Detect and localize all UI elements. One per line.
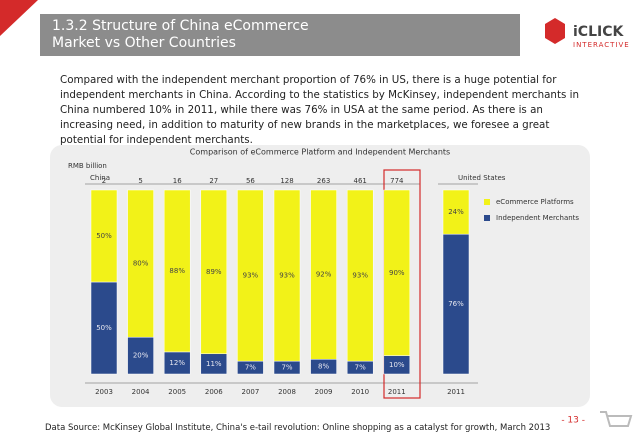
value-label: 8% xyxy=(318,363,329,371)
value-label: 10% xyxy=(389,361,405,369)
bar-segment xyxy=(383,189,411,356)
total-label: 27 xyxy=(209,177,218,185)
bar-segment xyxy=(310,189,337,360)
bar-segment xyxy=(127,336,154,375)
value-label: 12% xyxy=(169,359,185,367)
value-label: 93% xyxy=(243,272,259,280)
value-label: 7% xyxy=(245,364,256,372)
logo: iCLICK xyxy=(573,24,624,40)
bar-segment xyxy=(346,189,374,362)
legend-swatch xyxy=(484,199,490,205)
legend-label: Independent Merchants xyxy=(496,214,579,222)
value-label: 93% xyxy=(352,272,368,280)
total-label: 774 xyxy=(390,177,404,185)
cart-icon xyxy=(600,411,633,427)
value-label: 93% xyxy=(279,272,295,280)
logo-icon xyxy=(545,18,565,44)
y-label: RMB billion xyxy=(68,162,107,170)
x-tick-label: 2004 xyxy=(132,388,150,396)
value-label: 7% xyxy=(281,364,292,372)
total-label: 56 xyxy=(246,177,255,185)
value-label: 90% xyxy=(389,269,405,277)
total-label: 128 xyxy=(280,177,293,185)
bar-segment xyxy=(127,189,154,338)
legend-label: eCommerce Platforms xyxy=(496,198,574,206)
value-label: 92% xyxy=(316,271,332,279)
bar-segment xyxy=(163,189,191,353)
title-bar xyxy=(40,14,520,56)
x-tick-label: 2006 xyxy=(205,388,223,396)
source: Data Source: McKinsey Global Institute, … xyxy=(45,423,551,433)
bar-segment xyxy=(90,281,118,375)
x-tick-label: 2011 xyxy=(447,388,465,396)
x-tick-label: 2010 xyxy=(351,388,369,396)
slide-title: 1.3.2 Structure of China eCommerce Marke… xyxy=(52,18,309,51)
x-tick-label: 2007 xyxy=(241,388,259,396)
bar-segment xyxy=(237,189,264,362)
group-label: China xyxy=(90,174,110,182)
value-label: 7% xyxy=(355,364,366,372)
body-text: Compared with the independent merchant p… xyxy=(60,74,580,146)
value-label: 11% xyxy=(206,360,222,368)
bar-segment xyxy=(90,189,118,283)
x-tick-label: 2009 xyxy=(315,388,333,396)
bar-segment xyxy=(442,189,470,235)
value-label: 76% xyxy=(448,300,464,308)
value-label: 20% xyxy=(133,352,149,360)
corner xyxy=(0,0,38,36)
bar-segment xyxy=(442,233,470,375)
x-tick-label: 2008 xyxy=(278,388,296,396)
value-label: 50% xyxy=(96,324,112,332)
x-tick-label: 2005 xyxy=(168,388,186,396)
bar-segment xyxy=(200,189,228,355)
total-label: 2 xyxy=(102,177,106,185)
total-label: 461 xyxy=(354,177,367,185)
x-tick-label: 2003 xyxy=(95,388,113,396)
group-label: United States xyxy=(458,174,506,182)
value-label: 88% xyxy=(169,267,185,275)
total-label: 263 xyxy=(317,177,330,185)
value-label: 80% xyxy=(133,260,149,268)
chart-title: Comparison of eCommerce Platform and Ind… xyxy=(190,148,450,157)
value-label: 24% xyxy=(448,208,464,216)
bar-segment xyxy=(273,189,301,362)
page-number: - 13 - xyxy=(561,416,585,426)
logo-sub: INTERACTIVE xyxy=(573,41,630,49)
total-label: 16 xyxy=(173,177,182,185)
value-label: 89% xyxy=(206,268,222,276)
total-label: 5 xyxy=(138,177,142,185)
legend-swatch xyxy=(484,215,490,221)
value-label: 50% xyxy=(96,232,112,240)
x-tick-label: 2011 xyxy=(388,388,406,396)
